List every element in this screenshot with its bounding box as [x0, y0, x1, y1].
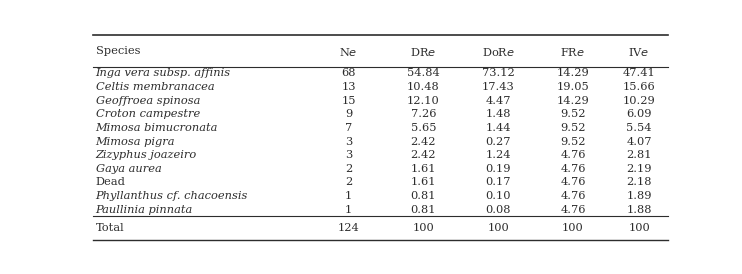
Text: 9.52: 9.52	[560, 123, 585, 133]
Text: 1.24: 1.24	[485, 150, 511, 160]
Text: 1.44: 1.44	[485, 123, 511, 133]
Text: 100: 100	[413, 223, 434, 233]
Text: Species: Species	[96, 45, 140, 56]
Text: 3: 3	[345, 136, 352, 147]
Text: 2: 2	[345, 177, 352, 187]
Text: 7: 7	[345, 123, 352, 133]
Text: FR$e$: FR$e$	[560, 45, 585, 58]
Text: 5.54: 5.54	[626, 123, 651, 133]
Text: 19.05: 19.05	[556, 82, 589, 92]
Text: 100: 100	[562, 223, 584, 233]
Text: 1.88: 1.88	[626, 205, 651, 215]
Text: 1.61: 1.61	[410, 164, 436, 174]
Text: 2.19: 2.19	[626, 164, 651, 174]
Text: Celtis membranacea: Celtis membranacea	[96, 82, 214, 92]
Text: 0.81: 0.81	[410, 205, 436, 215]
Text: 3: 3	[345, 150, 352, 160]
Text: 0.17: 0.17	[485, 177, 511, 187]
Text: 0.81: 0.81	[410, 191, 436, 201]
Text: 9.52: 9.52	[560, 109, 585, 119]
Text: DoR$e$: DoR$e$	[482, 45, 515, 58]
Text: 1: 1	[345, 191, 352, 201]
Text: 17.43: 17.43	[482, 82, 514, 92]
Text: 1: 1	[345, 205, 352, 215]
Text: Mimosa bimucronata: Mimosa bimucronata	[96, 123, 218, 133]
Text: 4.76: 4.76	[560, 191, 585, 201]
Text: 1.89: 1.89	[626, 191, 651, 201]
Text: 9.52: 9.52	[560, 136, 585, 147]
Text: Geoffroea spinosa: Geoffroea spinosa	[96, 96, 200, 106]
Text: Inga vera subsp. affinis: Inga vera subsp. affinis	[96, 68, 231, 78]
Text: 4.76: 4.76	[560, 150, 585, 160]
Text: 124: 124	[338, 223, 360, 233]
Text: 12.10: 12.10	[407, 96, 440, 106]
Text: 9: 9	[345, 109, 352, 119]
Text: 2.42: 2.42	[410, 136, 436, 147]
Text: 13: 13	[341, 82, 356, 92]
Text: 5.65: 5.65	[410, 123, 436, 133]
Text: 14.29: 14.29	[556, 96, 589, 106]
Text: Gaya aurea: Gaya aurea	[96, 164, 161, 174]
Text: Mimosa pigra: Mimosa pigra	[96, 136, 175, 147]
Text: N$e$: N$e$	[339, 45, 358, 58]
Text: 4.07: 4.07	[626, 136, 651, 147]
Text: 10.29: 10.29	[623, 96, 655, 106]
Text: DR$e$: DR$e$	[410, 45, 436, 58]
Text: 68: 68	[341, 68, 356, 78]
Text: IV$e$: IV$e$	[628, 45, 650, 58]
Text: Croton campestre: Croton campestre	[96, 109, 200, 119]
Text: 0.10: 0.10	[485, 191, 511, 201]
Text: 54.84: 54.84	[407, 68, 440, 78]
Text: 73.12: 73.12	[482, 68, 514, 78]
Text: 15.66: 15.66	[623, 82, 655, 92]
Text: 0.08: 0.08	[485, 205, 511, 215]
Text: 10.48: 10.48	[407, 82, 440, 92]
Text: 2.42: 2.42	[410, 150, 436, 160]
Text: 1.61: 1.61	[410, 177, 436, 187]
Text: Total: Total	[96, 223, 124, 233]
Text: 100: 100	[487, 223, 509, 233]
Text: 6.09: 6.09	[626, 109, 651, 119]
Text: Dead: Dead	[96, 177, 125, 187]
Text: Paullinia pinnata: Paullinia pinnata	[96, 205, 193, 215]
Text: Zizyphus joazeiro: Zizyphus joazeiro	[96, 150, 197, 160]
Text: 4.76: 4.76	[560, 205, 585, 215]
Text: 0.19: 0.19	[485, 164, 511, 174]
Text: 100: 100	[628, 223, 650, 233]
Text: 47.41: 47.41	[623, 68, 655, 78]
Text: 2: 2	[345, 164, 352, 174]
Text: Phyllanthus cf. chacoensis: Phyllanthus cf. chacoensis	[96, 191, 248, 201]
Text: 4.76: 4.76	[560, 164, 585, 174]
Text: 4.47: 4.47	[485, 96, 511, 106]
Text: 0.27: 0.27	[485, 136, 511, 147]
Text: 15: 15	[341, 96, 356, 106]
Text: 2.81: 2.81	[626, 150, 651, 160]
Text: 4.76: 4.76	[560, 177, 585, 187]
Text: 14.29: 14.29	[556, 68, 589, 78]
Text: 7.26: 7.26	[410, 109, 436, 119]
Text: 2.18: 2.18	[626, 177, 651, 187]
Text: 1.48: 1.48	[485, 109, 511, 119]
